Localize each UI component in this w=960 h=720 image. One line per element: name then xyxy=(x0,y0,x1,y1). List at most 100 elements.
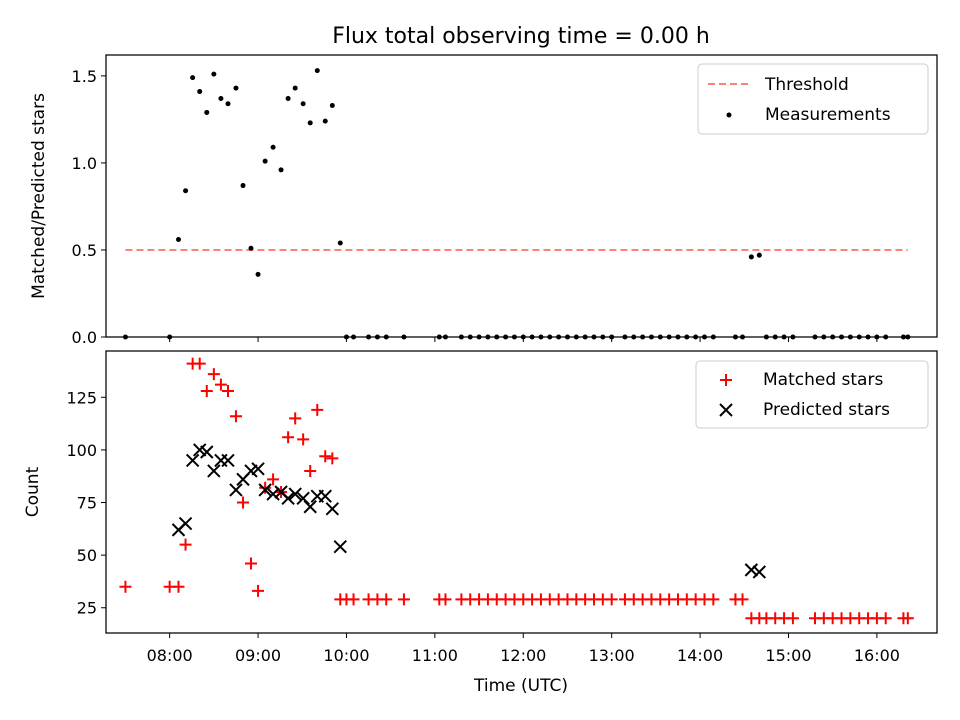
measurement-point xyxy=(183,188,189,194)
predicted-star-point xyxy=(200,445,214,459)
predicted-star-point xyxy=(229,483,243,497)
threshold-legend-label: Threshold xyxy=(764,75,849,95)
x-tick-label: 11:00 xyxy=(412,646,458,665)
measurement-point xyxy=(314,68,320,74)
matched-star-point xyxy=(326,452,339,465)
matched-star-point xyxy=(221,384,234,397)
bottom-legend: Matched stars Predicted stars xyxy=(695,360,929,429)
matched-star-point xyxy=(380,593,393,606)
measurement-point xyxy=(190,75,196,81)
matched-star-point xyxy=(707,593,720,606)
measurement-point xyxy=(255,271,261,277)
predicted-star-point xyxy=(288,487,302,501)
measurements-legend-swatch xyxy=(726,112,732,118)
measurement-point xyxy=(240,183,246,189)
measurement-point xyxy=(233,85,239,91)
predicted-star-point xyxy=(251,462,265,476)
x-tick-label: 12:00 xyxy=(500,646,546,665)
top-legend-box xyxy=(697,63,929,135)
bottom-y-axis-label: Count xyxy=(23,466,43,517)
bottom-y-tick-label: 25 xyxy=(77,599,97,618)
x-tick-label: 16:00 xyxy=(854,646,900,665)
bottom-y-tick-label: 50 xyxy=(77,546,97,565)
measurement-point xyxy=(262,158,268,164)
predicted-star-point xyxy=(221,453,235,468)
matched-star-point xyxy=(879,612,892,625)
measurement-point xyxy=(748,254,754,260)
bottom-y-tick-label: 75 xyxy=(77,494,97,513)
measurement-point xyxy=(322,118,328,124)
matched-star-point xyxy=(252,584,265,597)
top-y-tick-label: 0.5 xyxy=(72,241,97,260)
measurement-point xyxy=(307,120,313,126)
predicted-star-point xyxy=(325,502,340,516)
matched-star-point xyxy=(237,496,250,509)
matched-star-point xyxy=(244,557,257,570)
matched-star-point xyxy=(901,612,914,625)
predicted-star-point xyxy=(752,565,767,579)
matched-star-point xyxy=(297,433,310,446)
bottom-y-tick-label: 125 xyxy=(66,388,97,407)
predicted-stars-legend-swatch xyxy=(719,403,733,417)
matched-star-point xyxy=(267,473,280,486)
measurement-point xyxy=(175,237,181,243)
bottom-legend-box xyxy=(695,360,929,429)
matched-star-point xyxy=(282,431,295,444)
predicted-star-point xyxy=(178,516,193,531)
predicted-star-point xyxy=(303,500,317,514)
bottom-axes-frame xyxy=(105,350,938,634)
bottom-plot-area: 25 50 75 100 125 08:00 09:00 10:00 11:00 12:00 13:… xyxy=(66,357,914,665)
measurements-legend-label: Measurements xyxy=(765,105,891,125)
predicted-star-point xyxy=(318,489,332,503)
top-y-tick-label: 1.0 xyxy=(72,154,97,173)
measurement-point xyxy=(337,240,343,246)
matched-star-point xyxy=(786,612,799,625)
predicted-star-point xyxy=(258,483,272,497)
matched-stars-legend-label: Matched stars xyxy=(763,370,883,390)
x-tick-label: 13:00 xyxy=(589,646,635,665)
matched-star-point xyxy=(439,593,452,606)
measurement-point xyxy=(329,102,335,108)
matched-star-point xyxy=(319,450,332,463)
chart-title: Flux total observing time = 0.00 h xyxy=(332,24,710,49)
predicted-star-point xyxy=(207,464,221,478)
matched-star-point xyxy=(347,593,360,606)
predicted-star-point xyxy=(281,491,295,506)
matched-star-point xyxy=(207,368,220,381)
predicted-stars-legend-label: Predicted stars xyxy=(763,400,890,420)
matched-star-point xyxy=(179,538,192,551)
matched-stars-legend-swatch xyxy=(720,374,732,386)
matched-star-point xyxy=(605,593,618,606)
top-legend: Threshold Measurements xyxy=(697,63,929,135)
top-y-tick-label: 0.0 xyxy=(72,328,97,347)
measurement-point xyxy=(218,96,224,102)
measurement-point xyxy=(300,101,306,107)
matched-star-point xyxy=(172,580,185,593)
measurement-point xyxy=(270,144,276,150)
matched-star-point xyxy=(214,378,227,391)
measurement-point xyxy=(292,85,298,91)
matched-star-point xyxy=(200,384,213,397)
measurement-point xyxy=(756,252,762,258)
x-tick-label: 15:00 xyxy=(765,646,811,665)
matched-star-point xyxy=(311,403,324,416)
predicted-star-point xyxy=(185,453,200,468)
bottom-y-tick-label: 100 xyxy=(66,441,97,460)
measurement-point xyxy=(204,109,210,115)
matched-star-point xyxy=(229,410,242,423)
measurement-point xyxy=(285,96,291,102)
matched-star-point xyxy=(289,412,302,425)
x-tick-label: 08:00 xyxy=(147,646,193,665)
measurement-point xyxy=(211,71,217,77)
matched-star-point xyxy=(304,464,317,477)
top-axes-frame xyxy=(105,54,938,338)
measurement-point xyxy=(278,167,284,173)
x-tick-label: 14:00 xyxy=(677,646,723,665)
measurement-point xyxy=(248,245,254,251)
matched-star-point xyxy=(119,580,132,593)
matched-star-point xyxy=(193,357,206,370)
top-y-axis-label: Matched/Predicted stars xyxy=(29,93,49,299)
x-tick-label: 09:00 xyxy=(235,646,281,665)
matched-star-point xyxy=(397,593,410,606)
